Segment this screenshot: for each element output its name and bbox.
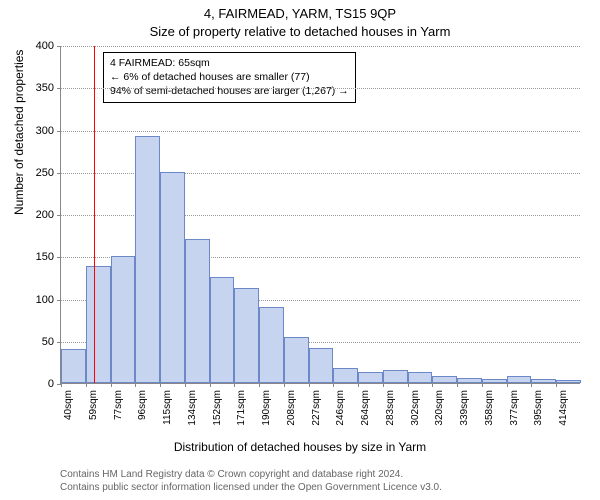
x-tick-label: 264sqm [360,390,371,426]
chart-container: 4, FAIRMEAD, YARM, TS15 9QP Size of prop… [0,0,600,500]
footer-line-1: Contains HM Land Registry data © Crown c… [60,468,442,481]
x-tick-label: 414sqm [558,390,569,426]
histogram-bar [309,348,334,383]
grid-line [61,88,580,89]
x-tick-label: 208sqm [286,390,297,426]
histogram-bar [210,277,235,383]
annotation-line-3: 94% of semi-detached houses are larger (… [110,84,349,98]
histogram-bar [408,372,433,383]
x-tick-mark [160,383,161,387]
x-tick-mark [135,383,136,387]
x-tick-label: 377sqm [509,390,520,426]
histogram-bar [507,376,532,383]
x-tick-mark [259,383,260,387]
histogram-bar [234,288,259,383]
histogram-bar [482,379,507,383]
grid-line [61,46,580,47]
y-tick-mark [57,300,61,301]
x-tick-label: 395sqm [533,390,544,426]
histogram-bar [259,307,284,383]
histogram-bar [86,266,111,383]
y-tick-mark [57,342,61,343]
x-tick-label: 246sqm [335,390,346,426]
histogram-bar [531,379,556,383]
y-tick-label: 250 [0,167,54,179]
x-tick-mark [284,383,285,387]
histogram-bar [432,376,457,383]
x-tick-label: 358sqm [484,390,495,426]
footer-line-2: Contains public sector information licen… [60,481,442,494]
annotation-line-1: 4 FAIRMEAD: 65sqm [110,56,349,70]
x-tick-label: 152sqm [212,390,223,426]
x-tick-mark [358,383,359,387]
x-tick-label: 190sqm [261,390,272,426]
x-tick-label: 134sqm [187,390,198,426]
chart-title-sub: Size of property relative to detached ho… [0,24,600,39]
x-tick-label: 320sqm [434,390,445,426]
property-marker-line [94,46,95,383]
histogram-bar [111,256,136,383]
x-tick-mark [507,383,508,387]
x-tick-label: 96sqm [137,390,148,420]
x-tick-mark [86,383,87,387]
y-tick-label: 200 [0,209,54,221]
x-tick-mark [309,383,310,387]
histogram-bar [284,337,309,383]
histogram-bar [333,368,358,383]
annotation-box: 4 FAIRMEAD: 65sqm ← 6% of detached house… [103,52,356,103]
annotation-line-2: ← 6% of detached houses are smaller (77) [110,70,349,84]
y-tick-label: 0 [0,378,54,390]
y-tick-mark [57,173,61,174]
histogram-bar [135,136,160,383]
x-tick-label: 115sqm [162,390,173,425]
histogram-bar [358,372,383,383]
y-tick-label: 50 [0,336,54,348]
x-tick-label: 59sqm [88,390,99,420]
histogram-bar [61,349,86,383]
histogram-bar [383,370,408,383]
histogram-bar [160,172,185,383]
footer-attribution: Contains HM Land Registry data © Crown c… [60,468,442,494]
y-tick-label: 100 [0,294,54,306]
x-tick-mark [432,383,433,387]
y-tick-mark [57,215,61,216]
y-tick-mark [57,46,61,47]
x-tick-mark [61,383,62,387]
x-tick-label: 40sqm [63,390,74,420]
x-tick-label: 77sqm [113,390,124,420]
histogram-bar [556,380,581,383]
x-tick-label: 302sqm [410,390,421,426]
x-tick-mark [234,383,235,387]
y-tick-label: 150 [0,251,54,263]
x-tick-mark [457,383,458,387]
x-axis-label: Distribution of detached houses by size … [0,440,600,454]
histogram-bar [185,239,210,383]
x-tick-mark [556,383,557,387]
grid-line [61,131,580,132]
y-tick-mark [57,257,61,258]
y-tick-label: 400 [0,40,54,52]
x-tick-label: 283sqm [385,390,396,426]
plot-area: 4 FAIRMEAD: 65sqm ← 6% of detached house… [60,46,580,384]
y-tick-label: 350 [0,82,54,94]
x-tick-label: 227sqm [311,390,322,426]
x-tick-label: 339sqm [459,390,470,426]
y-tick-mark [57,88,61,89]
y-tick-label: 300 [0,125,54,137]
y-tick-mark [57,131,61,132]
x-tick-mark [333,383,334,387]
x-tick-label: 171sqm [236,390,247,426]
x-tick-mark [210,383,211,387]
histogram-bar [457,378,482,383]
x-tick-mark [111,383,112,387]
x-tick-mark [408,383,409,387]
x-tick-mark [185,383,186,387]
x-tick-mark [482,383,483,387]
x-tick-mark [383,383,384,387]
chart-title-main: 4, FAIRMEAD, YARM, TS15 9QP [0,6,600,21]
x-tick-mark [531,383,532,387]
